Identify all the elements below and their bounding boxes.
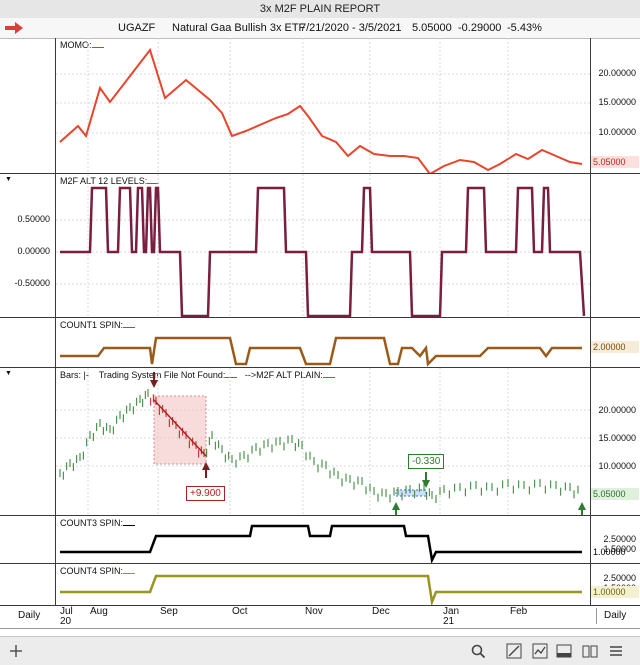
bars-pane[interactable]: ▼ Bars: |- Trading System File Not Found… (0, 368, 640, 516)
period-label-right[interactable]: Daily (604, 610, 627, 621)
month-label: Sep (160, 606, 178, 617)
momo-chart (56, 38, 590, 173)
down-arrow-icon (422, 480, 430, 488)
bottom-toolbar (0, 636, 640, 665)
momo-tick: 10.00000 (598, 127, 636, 137)
count4-last-value: 1.00000 (591, 586, 639, 598)
up-arrow-icon (202, 462, 210, 470)
levels-pane[interactable]: ▼ 0.50000 0.00000 -0.50000 M2F ALT 12 LE… (0, 174, 640, 318)
count3-line (60, 524, 582, 563)
count3-tick: 1.50000 (603, 544, 636, 554)
momo-label: MOMO: (60, 40, 104, 50)
month-label: Dec (372, 606, 390, 617)
layout-icon[interactable] (556, 643, 572, 659)
time-axis: Daily Daily Jul Aug Sep Oct Nov Dec Jan … (0, 606, 640, 629)
momo-line (59, 47, 583, 173)
count1-chart (60, 336, 582, 367)
levels-tick: 0.00000 (17, 246, 50, 256)
levels-left-axis: ▼ 0.50000 0.00000 -0.50000 (0, 174, 56, 317)
date-range: 7/21/2020 - 3/5/2021 (300, 22, 402, 34)
month-label: Feb (510, 606, 528, 617)
year-label: 21 (443, 616, 455, 627)
count3-scale: 2.50000 1.50000 (590, 516, 640, 563)
book-icon[interactable] (582, 643, 598, 659)
collapse-icon[interactable]: ▼ (5, 370, 12, 377)
tsf-label-text: Trading System File Not Found: (98, 370, 226, 380)
count3-last-value: 1.00000 (593, 547, 626, 557)
bars-label-text: Bars: |- (60, 370, 89, 380)
month-label: Jan (443, 606, 460, 617)
symbol-info-bar: UGAZF Natural Gaa Bullish 3x ETF 7/21/20… (0, 18, 640, 39)
count4-label: COUNT4 SPIN: (60, 566, 136, 576)
left-axis (0, 38, 56, 173)
down-arrow-icon (150, 380, 158, 388)
count4-line (60, 574, 582, 605)
up-arrow-icon (392, 502, 400, 510)
symbol-name: Natural Gaa Bullish 3x ETF (172, 22, 306, 34)
left-axis (0, 564, 56, 605)
month-label: Jul (60, 606, 73, 617)
arrow-right-icon[interactable] (5, 22, 23, 34)
collapse-icon[interactable]: ▼ (5, 176, 12, 183)
levels-tick: -0.50000 (14, 278, 50, 288)
count4-tick: 2.50000 (603, 573, 636, 583)
year-label: 20 (60, 616, 72, 627)
momo-last-value: 5.05000 (591, 156, 639, 168)
search-icon[interactable] (470, 643, 486, 659)
scroll-handle[interactable] (596, 608, 637, 624)
count4-scale: 2.50000 1.50000 (590, 564, 640, 605)
count1-label: COUNT1 SPIN: (60, 320, 136, 330)
bars-label: Bars: |- Trading System File Not Found: … (60, 370, 335, 380)
momo-tick: 20.00000 (598, 68, 636, 78)
bars-last-value: 5.05000 (591, 488, 639, 500)
count3-tick: 2.50000 (603, 534, 636, 544)
count4-chart (60, 574, 582, 605)
count3-chart (60, 524, 582, 563)
count3-label: COUNT3 SPIN: (60, 518, 136, 528)
bars-tick: 15.00000 (598, 433, 636, 443)
bars-tick: 10.00000 (598, 461, 636, 471)
count3-pane[interactable]: COUNT3 SPIN: 2.50000 1.50000 1.00000 (0, 516, 640, 564)
percent-change: -5.43% (507, 22, 542, 34)
trend-tool-icon[interactable] (506, 643, 522, 659)
add-icon[interactable] (8, 643, 24, 659)
last-price: 5.05000 (412, 22, 452, 34)
up-arrow-icon (578, 502, 586, 510)
count1-pane[interactable]: COUNT1 SPIN: 2.00000 (0, 318, 640, 368)
momo-tick: 15.00000 (598, 97, 636, 107)
momo-scale: 20.00000 15.00000 10.00000 (590, 38, 640, 173)
month-label: Nov (305, 606, 323, 617)
bars-scale: 20.00000 15.00000 10.00000 (590, 368, 640, 515)
period-label-left[interactable]: Daily (18, 610, 41, 621)
bars-left-axis: ▼ (0, 368, 56, 515)
count1-scale (590, 318, 640, 367)
left-axis (0, 516, 56, 563)
levels-chart (56, 174, 590, 317)
loss-callout: -0.330 (408, 454, 445, 469)
month-label: Aug (90, 606, 108, 617)
count4-pane[interactable]: COUNT4 SPIN: 2.50000 1.50000 1.00000 (0, 564, 640, 606)
menu-icon[interactable] (608, 643, 624, 659)
left-axis (0, 318, 56, 367)
window-title: 3x M2F PLAIN REPORT (0, 0, 640, 19)
momo-pane[interactable]: MOMO: 20.00000 15.00000 10.00000 5.05000 (0, 38, 640, 174)
alt-plain-label-text: -->M2F ALT PLAIN: (244, 370, 323, 380)
levels-scale (590, 174, 640, 317)
month-label: Oct (232, 606, 248, 617)
symbol: UGAZF (118, 22, 156, 34)
price-bars-chart (56, 368, 590, 515)
count1-line (60, 336, 582, 367)
levels-tick: 0.50000 (17, 214, 50, 224)
count1-last-value: 2.00000 (591, 341, 639, 353)
gain-callout: +9.900 (186, 486, 225, 501)
levels-label: M2F ALT 12 LEVELS: (60, 176, 160, 186)
trade-box-long (395, 489, 427, 497)
levels-line (60, 186, 586, 317)
bars-tick: 20.00000 (598, 405, 636, 415)
price-change: -0.29000 (458, 22, 502, 34)
indicator-icon[interactable] (532, 643, 548, 659)
